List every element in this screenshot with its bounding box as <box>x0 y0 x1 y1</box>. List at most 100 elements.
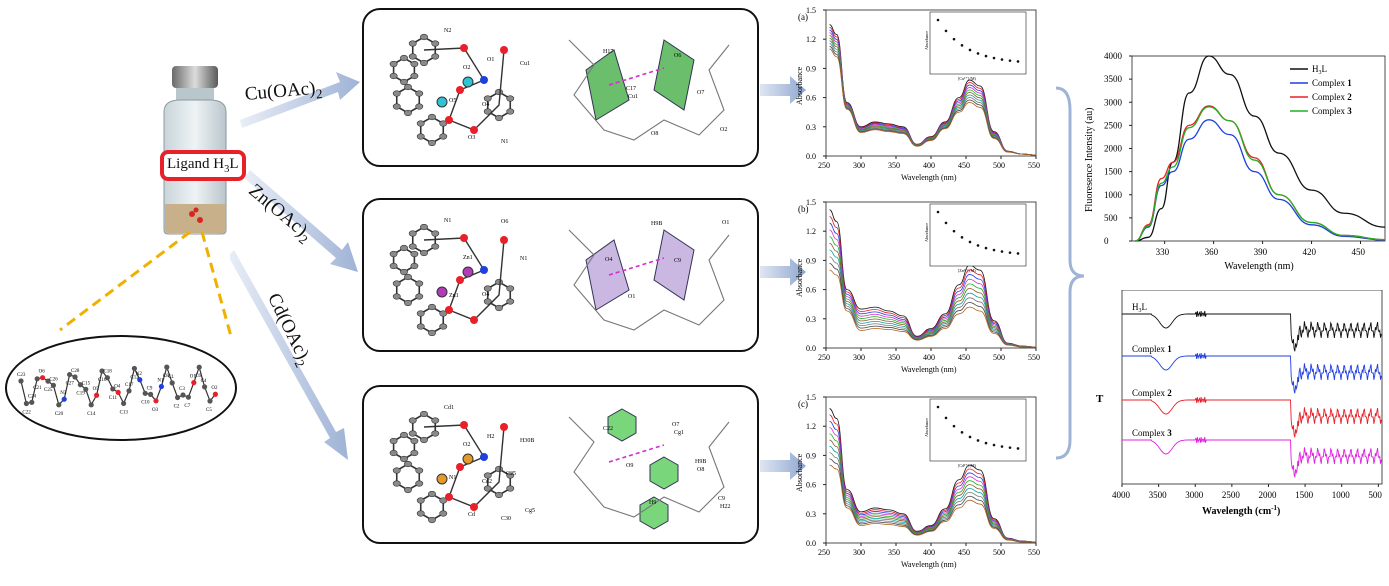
structure-atom-label: H22 <box>720 504 730 510</box>
ligand-atom-label: O2 <box>211 386 218 391</box>
structure-atom <box>431 243 440 250</box>
ligand-label: Ligand H3L <box>160 150 246 181</box>
structure-hetero-atom <box>470 316 478 324</box>
structure-atom <box>408 230 417 237</box>
uv-series-line <box>829 209 1037 348</box>
ligand-atom <box>77 382 83 388</box>
arrow-to-uv-b <box>760 258 806 286</box>
ligand-atom <box>126 388 132 394</box>
structure-atom <box>404 299 412 307</box>
structure-atom <box>408 40 417 47</box>
ir-trace-label: Complex 2 <box>1132 388 1172 398</box>
ligand-atom <box>121 400 127 407</box>
structure-atom <box>415 293 424 300</box>
structure-hetero-atom <box>456 86 464 94</box>
ligand-atom <box>180 392 186 398</box>
structure-atom-label: O1 <box>722 220 729 226</box>
structure-polyhedron <box>639 496 669 530</box>
structure-atom <box>392 280 401 287</box>
uv-inset-point <box>1000 445 1004 448</box>
ligand-atom-label: C1 <box>168 375 174 380</box>
structure-atom-label: O6 <box>501 219 508 225</box>
ir-ylabel: T <box>1096 393 1104 405</box>
ligand-atom <box>185 394 191 400</box>
structure-atom <box>389 60 398 68</box>
structure-atom <box>410 437 419 445</box>
fl-xtick-label: 390 <box>1254 247 1268 257</box>
structure-atom <box>495 278 503 286</box>
uv-series-line <box>829 414 1037 543</box>
uv-ylabel: Absorbance <box>795 453 804 492</box>
ligand-atom-label: C20 <box>55 412 64 417</box>
structure-atom <box>404 486 412 494</box>
structure-atom-label: C22 <box>603 426 613 432</box>
ligand-atom <box>169 380 175 386</box>
structure-hetero-atom <box>456 463 464 471</box>
ir-xtick-label: 3500 <box>1149 490 1168 500</box>
uv-ylabel: Absorbance <box>795 66 804 105</box>
fl-series-line <box>1135 55 1386 242</box>
uv-xtick-label: 300 <box>853 161 865 170</box>
uv-series-line <box>829 439 1037 543</box>
fl-ytick-label: 1500 <box>1104 167 1123 177</box>
structure-atom <box>439 120 448 127</box>
uv-inset-point <box>1016 252 1020 255</box>
structure-metal-atom <box>462 266 474 278</box>
structure-atom <box>410 262 419 270</box>
structure-atom <box>392 293 401 300</box>
structure-atom-label: H30B <box>520 438 534 444</box>
ir-trace-label: Complex 3 <box>1132 428 1172 438</box>
fl-ylabel: Fluoresence Intensity (au) <box>1084 108 1095 212</box>
structure-hetero-atom <box>480 266 488 274</box>
structure-hetero-atom <box>480 76 488 84</box>
hydrogen-bond <box>608 67 665 86</box>
structure-atom <box>415 467 424 474</box>
structure-atom <box>420 249 428 257</box>
uv-ytick-label: 0.6 <box>806 481 816 490</box>
structure-atom <box>416 510 425 517</box>
uv-ytick-label: 0.9 <box>806 256 816 265</box>
uv-inset-point <box>960 236 964 239</box>
bracket <box>1055 86 1085 460</box>
structure-atom-label: H9 <box>649 500 656 506</box>
arrow-to-zn <box>244 170 358 272</box>
structure-atom-label: Cg5 <box>525 508 535 514</box>
structure-atom <box>416 133 425 140</box>
uv-inset-point <box>960 44 964 47</box>
uv-xtick-label: 250 <box>818 353 830 362</box>
uv-inset-point <box>1016 60 1020 63</box>
uv-ytick-label: 0.0 <box>806 344 816 353</box>
uv-inset-point <box>976 439 980 442</box>
uv-series-line <box>829 229 1037 348</box>
uv-inset-xlabel: [Zn²⁺] (M) <box>958 268 976 273</box>
ligand-atom-label: C8 <box>163 374 169 379</box>
structure-atom <box>389 437 398 445</box>
structure-atom-label: N1 <box>444 218 451 224</box>
structure-atom <box>495 465 503 473</box>
structure-packing-bonds <box>568 416 730 518</box>
ir-plot-frame <box>1121 290 1383 485</box>
structure-atom-label: O9 <box>626 463 633 469</box>
uv-inset-point <box>944 221 948 225</box>
uv-series-line <box>829 216 1037 348</box>
cd-structure-panel: Cd1 O2 Cd2 C30 H30B N1 Cd H2 C25 Cg5 Cg1 O8 H22 C22 O9… <box>362 385 759 544</box>
structure-atom <box>400 431 408 439</box>
structure-atom-label: Cd2 <box>482 479 492 485</box>
uv-inset-point <box>984 54 988 58</box>
uv-inset-point <box>984 441 988 445</box>
hydrogen-bond <box>608 444 665 463</box>
ligand-atom <box>202 384 208 390</box>
uv-series-line <box>829 408 1037 543</box>
uv-panel-label: (b) <box>798 204 809 214</box>
arrow-to-uv-c <box>760 452 806 480</box>
structure-atom <box>439 133 448 140</box>
uv-inset-point <box>968 435 972 439</box>
structure-atom <box>439 323 448 330</box>
ligand-atom-label: C5 <box>206 408 212 413</box>
structure-atom <box>428 516 436 524</box>
ligand-atom <box>40 375 46 381</box>
ir-xtick-label: 3000 <box>1185 490 1204 500</box>
uv-inset-ylabel: Absorbance <box>924 223 929 242</box>
structure-atom <box>439 310 448 317</box>
structure-hetero-atom <box>460 421 468 429</box>
